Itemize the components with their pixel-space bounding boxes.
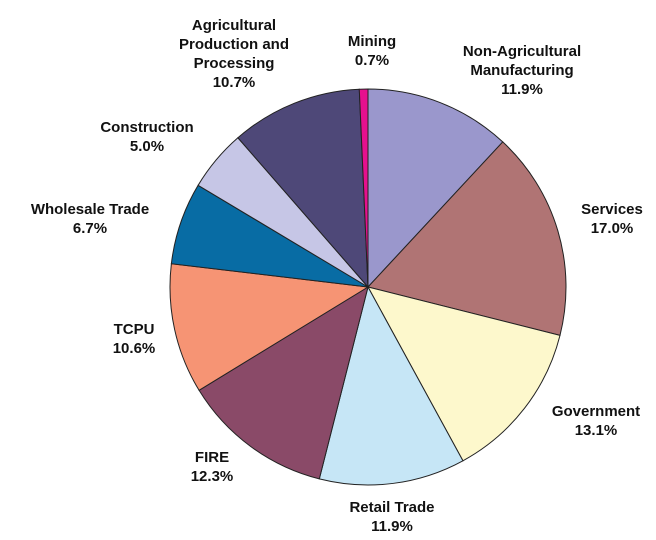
- category-label: Government: [551, 403, 641, 420]
- slice-label: FIRE 12.3%: [172, 448, 252, 486]
- slice-label: Construction 5.0%: [82, 118, 212, 156]
- category-label: FIRE: [194, 449, 230, 466]
- slice-label: TCPU 10.6%: [94, 320, 174, 358]
- pie-slice: [367, 141, 567, 336]
- category-label: Non-Agricultural Manufacturing: [462, 43, 582, 79]
- pie-slice: [367, 286, 561, 462]
- pie-slice: [358, 88, 369, 288]
- value-label: 0.7%: [354, 52, 390, 69]
- category-label: Retail Trade: [349, 499, 435, 516]
- value-label: 11.9%: [501, 81, 543, 98]
- pie-slice: [367, 88, 504, 289]
- pie-slice: [169, 263, 370, 391]
- slice-label: Wholesale Trade 6.7%: [10, 200, 170, 238]
- slice-label: Retail Trade 11.9%: [327, 498, 457, 536]
- category-label: Wholesale Trade: [30, 201, 150, 218]
- slice-label: Government 13.1%: [536, 402, 656, 440]
- category-label: Services: [581, 201, 643, 218]
- pie-slice: [237, 88, 369, 289]
- category-label: TCPU: [113, 321, 155, 338]
- pie-slice: [198, 285, 369, 480]
- value-label: 5.0%: [129, 138, 165, 155]
- value-label: 10.7%: [212, 74, 256, 91]
- slice-label: Services 17.0%: [562, 200, 656, 238]
- category-label: Agricultural Production and Processing: [179, 17, 289, 72]
- slice-label: Non-Agricultural Manufacturing 11.9%: [437, 42, 607, 99]
- value-label: 13.1%: [574, 422, 618, 439]
- value-label: 6.7%: [72, 220, 108, 237]
- value-label: 11.9%: [371, 518, 413, 535]
- slice-label: Agricultural Production and Processing 10…: [169, 16, 299, 92]
- pie-slice: [318, 285, 464, 486]
- slice-label: Mining 0.7%: [332, 32, 412, 70]
- category-label: Construction: [100, 119, 194, 136]
- value-label: 10.6%: [112, 340, 156, 357]
- value-label: 12.3%: [190, 468, 234, 485]
- value-label: 17.0%: [590, 220, 634, 237]
- category-label: Mining: [347, 33, 397, 50]
